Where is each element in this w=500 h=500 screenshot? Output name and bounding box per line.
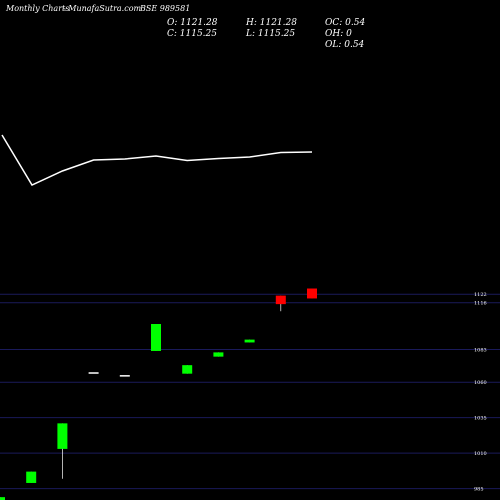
candle-body <box>244 339 255 343</box>
y-tick-label: 1010 <box>474 451 487 457</box>
candle-body <box>151 324 161 351</box>
y-tick-label: 1116 <box>474 301 487 307</box>
y-tick-label: 1060 <box>474 380 487 386</box>
ol-readout: OL: 0.54 <box>325 40 365 50</box>
symbol-label: BSE 989581 <box>139 4 190 13</box>
y-tick-label: 985 <box>474 487 484 493</box>
y-tick-label: 1035 <box>474 416 487 422</box>
candle-body <box>26 471 37 483</box>
candle-body <box>275 295 286 305</box>
chart-title: Monthly Charts <box>5 4 69 13</box>
high-readout: H: 1121.28 <box>245 18 297 28</box>
candle-body <box>307 288 317 299</box>
candle-body <box>213 352 224 357</box>
y-tick-label: 1122 <box>474 292 487 298</box>
candle-body <box>57 423 68 449</box>
candle-body <box>88 372 99 374</box>
close-readout: C: 1115.25 <box>167 29 217 39</box>
low-readout: L: 1115.25 <box>245 29 295 39</box>
candle-body <box>0 497 5 500</box>
y-tick-label: 1083 <box>474 348 487 354</box>
source-label: - MunafaSutra.com <box>63 4 142 13</box>
indicator-line-layer <box>1 134 313 186</box>
oh-readout: OH: 0 <box>325 29 352 39</box>
open-readout: O: 1121.28 <box>167 18 218 28</box>
oc-readout: OC: 0.54 <box>325 18 365 28</box>
candles-layer <box>0 288 317 500</box>
candle-body <box>182 365 193 374</box>
candle-body <box>119 375 130 377</box>
grid-layer: 1122 1116 1083 1060 1035 1010 985 <box>0 292 500 493</box>
